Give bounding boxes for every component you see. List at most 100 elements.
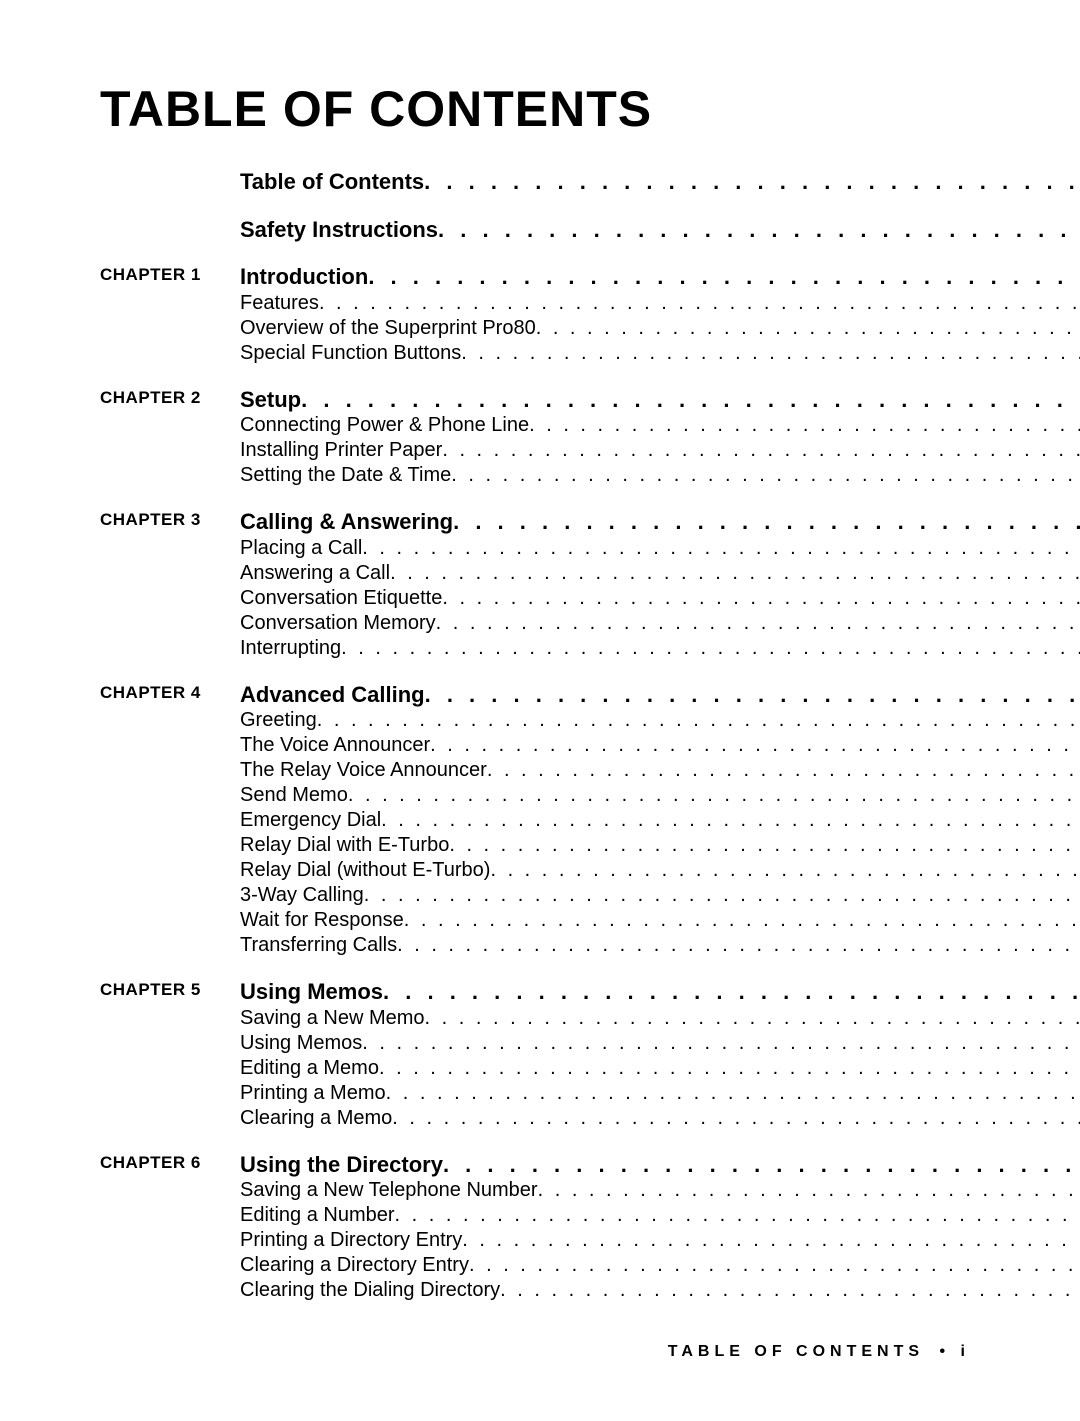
toc-sub-label: The Relay Voice Announcer (240, 758, 487, 783)
leader-dots (379, 1056, 1080, 1081)
toc-sub-row: Features1 (240, 291, 1080, 316)
toc-heading-row: Using Memos27 (240, 978, 1080, 1006)
toc-sub-row: Answering a Call16 (240, 561, 1080, 586)
table-of-contents: Table of Contentsi Safety Instructionsiii… (100, 168, 970, 1303)
toc-sub-label: Saving a New Telephone Number (240, 1178, 538, 1203)
toc-sub-label: Using Memos (240, 1031, 362, 1056)
toc-sub-label: 3-Way Calling (240, 883, 364, 908)
toc-entries: Introduction1Features1Overview of the Su… (240, 263, 1080, 366)
leader-dots (319, 291, 1080, 316)
toc-sub-row: The Relay Voice Announcer20 (240, 758, 1080, 783)
leader-dots (368, 263, 1080, 291)
leader-dots (443, 1151, 1080, 1179)
toc-heading-label: Safety Instructions (240, 216, 438, 244)
leader-dots (438, 216, 1080, 244)
toc-sub-label: Clearing the Dialing Directory (240, 1278, 500, 1303)
toc-sub-row: Clearing a Directory Entry30 (240, 1253, 1080, 1278)
toc-sub-row: Placing a Call11 (240, 536, 1080, 561)
leader-dots (425, 681, 1080, 709)
toc-sub-label: Editing a Number (240, 1203, 395, 1228)
toc-sub-label: Overview of the Superprint Pro80 (240, 316, 536, 341)
leader-dots (348, 783, 1080, 808)
leader-dots (462, 1228, 1080, 1253)
toc-entries: Advanced Calling19Greeting19The Voice An… (240, 681, 1080, 959)
toc-sub-label: Send Memo (240, 783, 348, 808)
toc-sub-label: Wait for Response (240, 908, 404, 933)
page-footer: TABLE OF CONTENTS • i (100, 1343, 970, 1361)
leader-dots (449, 833, 1080, 858)
toc-sub-row: Transferring Calls25 (240, 933, 1080, 958)
toc-sub-row: Interrupting18 (240, 636, 1080, 661)
toc-heading-row: Safety Instructionsiii (240, 216, 1080, 244)
toc-sub-row: Overview of the Superprint Pro803 (240, 316, 1080, 341)
leader-dots (364, 883, 1080, 908)
toc-sub-row: Relay Dial with E-Turbo22 (240, 833, 1080, 858)
chapter-label (100, 168, 240, 196)
toc-heading-row: Advanced Calling19 (240, 681, 1080, 709)
toc-sub-row: Editing a Memo28 (240, 1056, 1080, 1081)
toc-sub-row: Send Memo21 (240, 783, 1080, 808)
leader-dots (404, 908, 1080, 933)
leader-dots (442, 586, 1080, 611)
toc-sub-row: Using Memos27 (240, 1031, 1080, 1056)
toc-entries: Calling & Answering11Placing a Call11Ans… (240, 508, 1080, 661)
leader-dots (386, 1081, 1080, 1106)
toc-sub-label: Features (240, 291, 319, 316)
toc-sub-label: Answering a Call (240, 561, 390, 586)
leader-dots (301, 386, 1080, 414)
toc-sub-row: Clearing the Dialing Directory30 (240, 1278, 1080, 1303)
chapter-label: CHAPTER 5 (100, 978, 240, 1131)
chapter-label: CHAPTER 1 (100, 263, 240, 366)
toc-sub-row: Printing a Memo28 (240, 1081, 1080, 1106)
toc-sub-label: Installing Printer Paper (240, 438, 442, 463)
toc-section: CHAPTER 6Using the Directory29Saving a N… (100, 1151, 970, 1304)
toc-section: Table of Contentsi (100, 168, 970, 196)
leader-dots (442, 438, 1080, 463)
toc-sub-row: Saving a New Telephone Number29 (240, 1178, 1080, 1203)
toc-sub-row: Conversation Etiquette16 (240, 586, 1080, 611)
toc-sub-row: Clearing a Memo28 (240, 1106, 1080, 1131)
toc-sub-row: 3-Way Calling25 (240, 883, 1080, 908)
leader-dots (362, 1031, 1080, 1056)
toc-entries: Using Memos27Saving a New Memo27Using Me… (240, 978, 1080, 1131)
leader-dots (392, 1106, 1080, 1131)
leader-dots (395, 1203, 1080, 1228)
toc-sub-label: The Voice Announcer (240, 733, 430, 758)
toc-section: Safety Instructionsiii (100, 216, 970, 244)
footer-page: i (961, 1343, 970, 1360)
toc-entries: Using the Directory29Saving a New Teleph… (240, 1151, 1080, 1304)
leader-dots (424, 168, 1080, 196)
leader-dots (453, 508, 1080, 536)
toc-sub-label: Conversation Memory (240, 611, 436, 636)
toc-entries: Setup7Connecting Power & Phone Line7Inst… (240, 386, 1080, 489)
toc-sub-label: Conversation Etiquette (240, 586, 442, 611)
toc-heading-row: Calling & Answering11 (240, 508, 1080, 536)
chapter-label (100, 216, 240, 244)
toc-heading-label: Table of Contents (240, 168, 424, 196)
toc-sub-row: Special Function Buttons4 (240, 341, 1080, 366)
chapter-label: CHAPTER 4 (100, 681, 240, 959)
chapter-label: CHAPTER 2 (100, 386, 240, 489)
chapter-label: CHAPTER 6 (100, 1151, 240, 1304)
toc-section: CHAPTER 3Calling & Answering11Placing a … (100, 508, 970, 661)
toc-sub-row: Relay Dial (without E-Turbo)24 (240, 858, 1080, 883)
toc-sub-label: Relay Dial (without E-Turbo) (240, 858, 490, 883)
toc-sub-row: Setting the Date & Time10 (240, 463, 1080, 488)
toc-entries: Safety Instructionsiii (240, 216, 1080, 244)
leader-dots (430, 733, 1080, 758)
toc-heading-row: Using the Directory29 (240, 1151, 1080, 1179)
leader-dots (529, 413, 1080, 438)
leader-dots (341, 636, 1080, 661)
toc-sub-label: Editing a Memo (240, 1056, 379, 1081)
toc-heading-label: Calling & Answering (240, 508, 453, 536)
leader-dots (383, 978, 1080, 1006)
leader-dots (381, 808, 1080, 833)
chapter-label: CHAPTER 3 (100, 508, 240, 661)
toc-sub-label: Greeting (240, 708, 317, 733)
toc-sub-label: Interrupting (240, 636, 341, 661)
toc-section: CHAPTER 2Setup7Connecting Power & Phone … (100, 386, 970, 489)
toc-sub-label: Printing a Directory Entry (240, 1228, 462, 1253)
toc-sub-label: Saving a New Memo (240, 1006, 425, 1031)
toc-sub-label: Emergency Dial (240, 808, 381, 833)
toc-sub-row: Installing Printer Paper9 (240, 438, 1080, 463)
